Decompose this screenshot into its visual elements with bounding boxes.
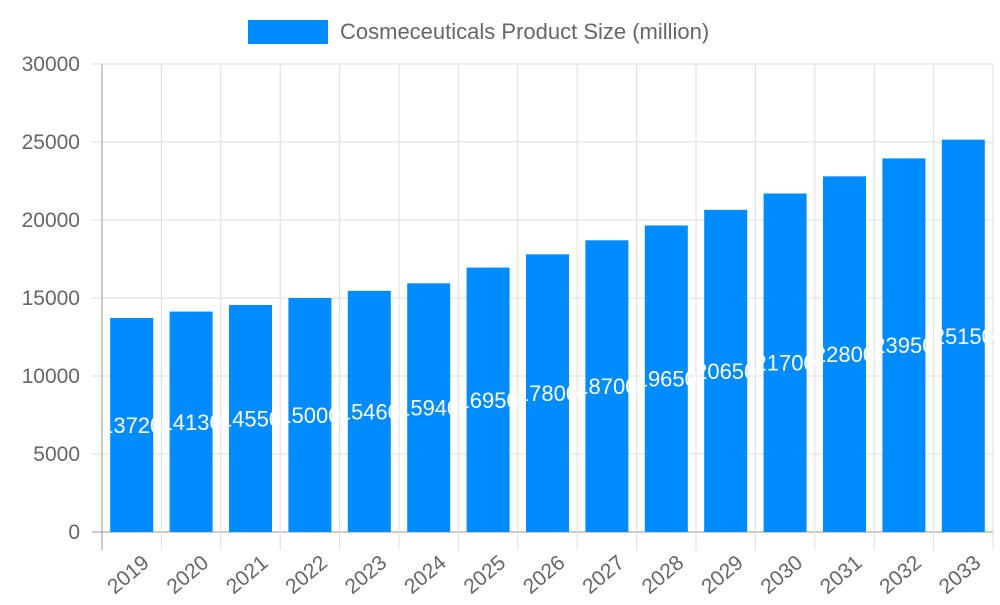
data-label: 20650 <box>695 359 756 384</box>
bar-2021[interactable] <box>229 305 272 532</box>
x-tick-label: 2032 <box>875 551 926 599</box>
data-label: 13720 <box>101 413 162 438</box>
y-tick-label: 5000 <box>33 443 80 466</box>
x-tick-label: 2021 <box>222 551 273 599</box>
bar-2029[interactable] <box>704 209 748 533</box>
y-tick-label: 20000 <box>22 209 80 232</box>
y-tick-label: 0 <box>68 521 80 544</box>
data-label: 14550 <box>220 407 281 432</box>
bar-2023[interactable] <box>347 290 391 532</box>
x-tick-label: 2029 <box>697 551 748 599</box>
y-tick-label: 30000 <box>22 53 80 76</box>
data-label: 17800 <box>517 381 578 406</box>
y-tick-label: 10000 <box>22 365 80 388</box>
bar-2033[interactable] <box>941 139 985 532</box>
data-label: 25150 <box>933 324 994 349</box>
x-tick-label: 2028 <box>638 551 689 599</box>
bar-2032[interactable] <box>882 158 926 532</box>
y-tick-label: 25000 <box>22 131 80 154</box>
x-tick-label: 2031 <box>816 551 867 599</box>
legend-label[interactable]: Cosmeceuticals Product Size (million) <box>340 19 709 44</box>
data-label: 15000 <box>279 403 340 428</box>
x-tick-label: 2020 <box>163 551 214 599</box>
x-tick-label: 2025 <box>460 551 511 599</box>
x-tick-label: 2019 <box>103 551 154 599</box>
legend-swatch[interactable] <box>248 20 328 44</box>
x-tick-label: 2026 <box>519 551 570 599</box>
x-tick-label: 2030 <box>757 551 808 599</box>
data-label: 23950 <box>873 333 934 358</box>
x-tick-label: 2022 <box>281 551 332 599</box>
x-tick-label: 2033 <box>935 551 986 599</box>
data-label: 19650 <box>636 367 697 392</box>
bar-2030[interactable] <box>763 193 807 533</box>
x-tick-label: 2024 <box>400 551 451 599</box>
data-label: 15460 <box>339 399 400 424</box>
data-label: 18700 <box>576 374 637 399</box>
bar-2031[interactable] <box>823 176 866 532</box>
x-tick-label: 2027 <box>578 551 629 599</box>
data-label: 16950 <box>458 388 519 413</box>
data-label: 15940 <box>398 396 459 421</box>
bar-2022[interactable] <box>288 298 332 532</box>
bar-2028[interactable] <box>644 225 688 532</box>
data-label: 22800 <box>814 342 875 367</box>
bar-2026[interactable] <box>526 254 569 532</box>
data-label: 14130 <box>161 410 222 435</box>
bar-2019[interactable] <box>110 317 154 532</box>
x-tick-label: 2023 <box>341 551 392 599</box>
y-tick-label: 15000 <box>22 287 80 310</box>
data-label: 21700 <box>755 351 816 376</box>
bar-2025[interactable] <box>466 267 510 532</box>
bar-2024[interactable] <box>407 283 451 532</box>
bar-2027[interactable] <box>585 240 629 532</box>
bar-2020[interactable] <box>169 311 213 532</box>
